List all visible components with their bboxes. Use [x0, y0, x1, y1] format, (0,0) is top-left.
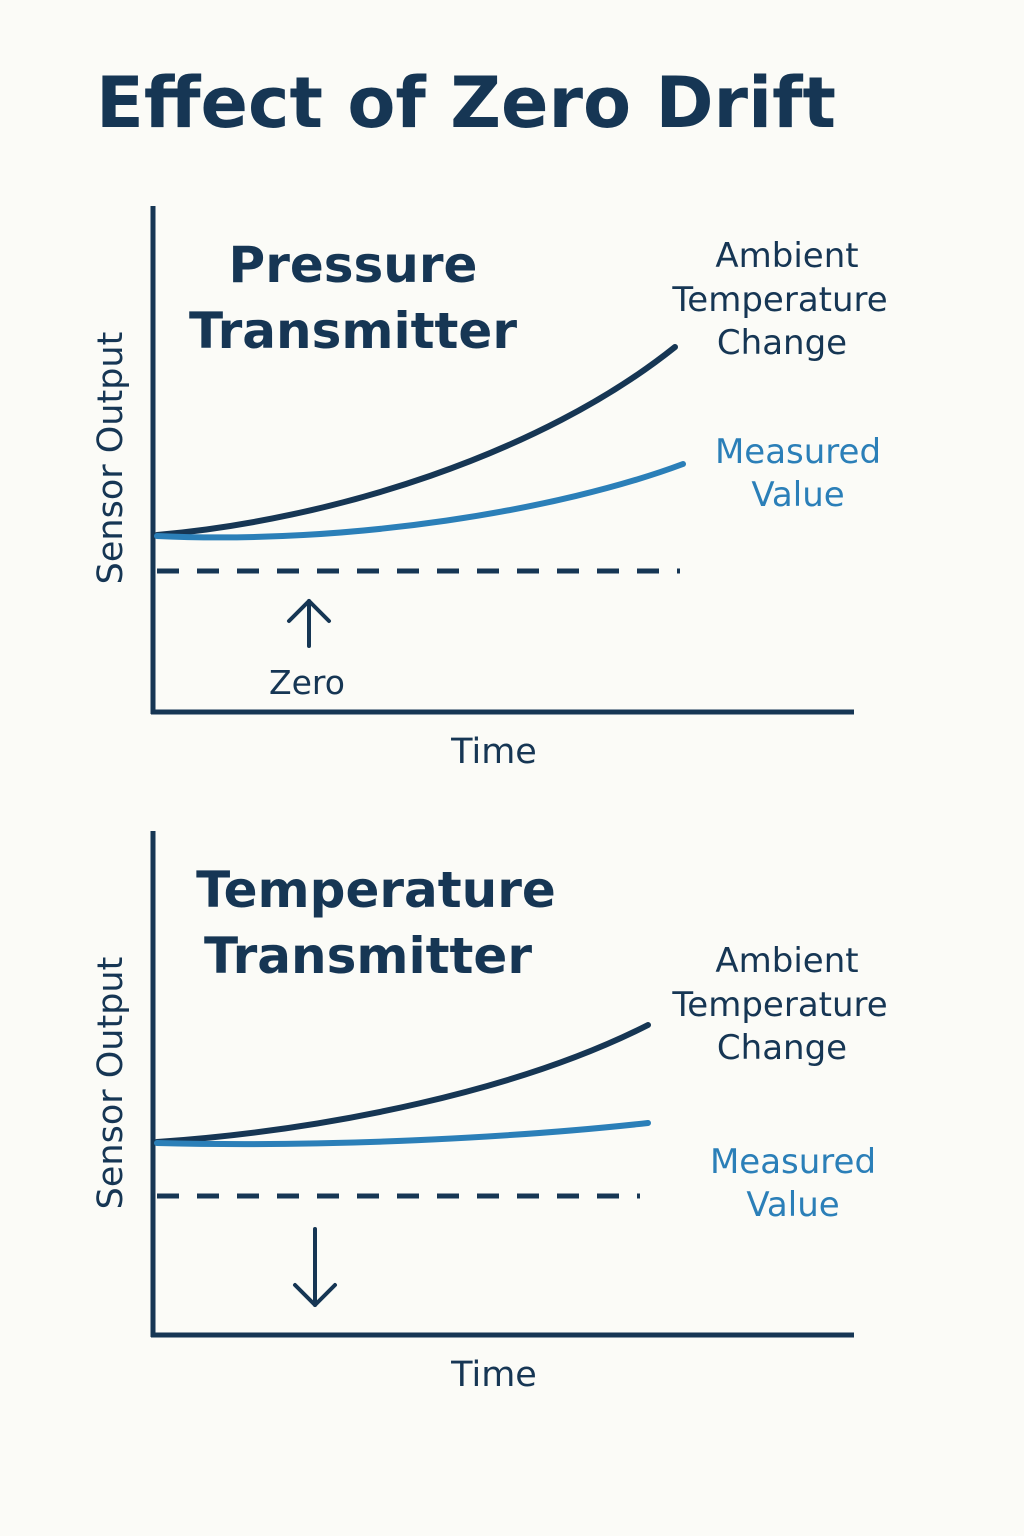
zero-label: Zero [269, 663, 345, 702]
ambient-temperature-curve [154, 1022, 651, 1145]
measured-label-line-1: Measured [715, 432, 881, 472]
ambient-temperature-curve [154, 344, 678, 538]
measured-label-line-2: Value [746, 1185, 839, 1225]
y-axis-label: Sensor Output [91, 957, 131, 1210]
measured-label-line-2: Value [751, 475, 844, 515]
panel-title-line-2: Transmitter [189, 302, 517, 360]
pressure-transmitter-panel: Sensor Output Time Pressure Transmitter … [91, 206, 888, 772]
temperature-transmitter-panel: Sensor Output Time Temperature Transmitt… [91, 831, 888, 1395]
measured-value-curve [154, 1120, 651, 1148]
panel-title-line-1: Temperature [196, 861, 556, 919]
ambient-label-line-3: Change [717, 323, 847, 363]
arrow-down-icon [293, 1227, 337, 1307]
ambient-label-line-1: Ambient [715, 236, 858, 276]
ambient-label-line-2: Temperature [671, 985, 887, 1025]
ambient-label-line-1: Ambient [715, 941, 858, 981]
x-axis-label: Time [450, 732, 537, 772]
panel-title-line-2: Transmitter [204, 927, 532, 985]
ambient-label-line-2: Temperature [671, 280, 887, 320]
arrow-up-icon [287, 599, 331, 648]
y-axis-label: Sensor Output [91, 332, 131, 585]
x-axis-label: Time [450, 1355, 537, 1395]
measured-label-line-1: Measured [710, 1142, 876, 1182]
ambient-label-line-3: Change [717, 1028, 847, 1068]
measured-value-curve [154, 461, 686, 541]
panel-title-line-1: Pressure [229, 236, 478, 294]
page-title: Effect of Zero Drift [96, 62, 836, 144]
